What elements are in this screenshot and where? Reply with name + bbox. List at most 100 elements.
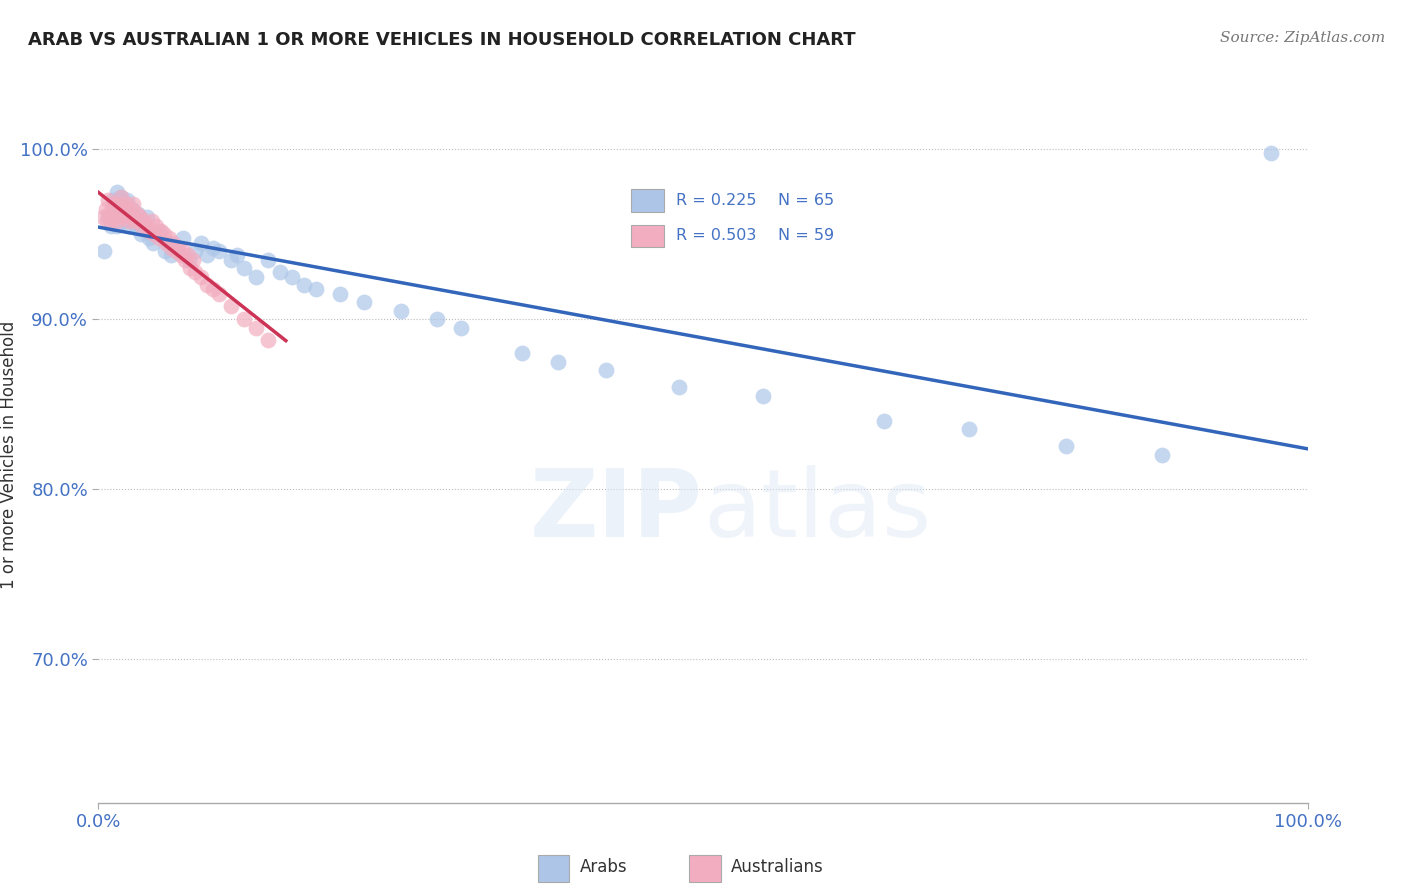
- Point: [107, 202, 129, 216]
- Point: [105, 219, 128, 233]
- Point: [226, 248, 249, 262]
- Point: [195, 248, 218, 262]
- Point: [1260, 145, 1282, 160]
- Point: [179, 261, 201, 276]
- Point: [114, 196, 136, 211]
- Point: [105, 213, 128, 227]
- Point: [124, 211, 146, 225]
- Point: [157, 235, 180, 250]
- Point: [145, 219, 167, 233]
- Text: N = 65: N = 65: [778, 194, 834, 208]
- Point: [108, 194, 131, 208]
- Point: [112, 211, 135, 225]
- Point: [245, 320, 267, 334]
- Point: [148, 230, 170, 244]
- Point: [1054, 439, 1077, 453]
- Point: [245, 269, 267, 284]
- Point: [111, 202, 134, 216]
- Point: [118, 219, 141, 233]
- Point: [128, 211, 150, 225]
- Text: Arabs: Arabs: [581, 858, 627, 877]
- Point: [208, 244, 231, 259]
- Point: [93, 244, 115, 259]
- Point: [120, 202, 142, 216]
- Point: [232, 261, 254, 276]
- Point: [221, 252, 243, 267]
- FancyBboxPatch shape: [631, 225, 665, 247]
- Point: [97, 211, 120, 225]
- Point: [595, 363, 617, 377]
- Point: [125, 219, 148, 233]
- Point: [143, 227, 166, 242]
- Point: [172, 230, 194, 244]
- Point: [108, 211, 131, 225]
- Point: [1152, 448, 1174, 462]
- Point: [131, 219, 153, 233]
- Point: [256, 333, 278, 347]
- Point: [148, 224, 170, 238]
- Text: Source: ZipAtlas.com: Source: ZipAtlas.com: [1219, 31, 1385, 45]
- Point: [124, 213, 146, 227]
- Text: R = 0.503: R = 0.503: [676, 228, 756, 244]
- Point: [165, 244, 187, 259]
- Point: [121, 202, 143, 216]
- Point: [668, 380, 690, 394]
- Point: [232, 312, 254, 326]
- Point: [117, 202, 139, 216]
- Point: [142, 235, 165, 250]
- Point: [103, 196, 125, 211]
- Point: [138, 230, 160, 244]
- Point: [177, 248, 200, 262]
- Point: [141, 213, 163, 227]
- Point: [172, 244, 194, 259]
- Point: [202, 241, 225, 255]
- Point: [281, 269, 304, 284]
- Point: [190, 269, 212, 284]
- Point: [510, 346, 533, 360]
- Point: [873, 414, 896, 428]
- Point: [120, 213, 142, 227]
- Point: [115, 211, 138, 225]
- Point: [184, 265, 207, 279]
- Point: [353, 295, 375, 310]
- Point: [269, 265, 291, 279]
- Point: [157, 230, 180, 244]
- Text: Australians: Australians: [731, 858, 824, 877]
- Y-axis label: 1 or more Vehicles in Household: 1 or more Vehicles in Household: [0, 321, 18, 589]
- Point: [127, 207, 149, 221]
- Point: [127, 207, 149, 221]
- Point: [118, 207, 141, 221]
- Point: [166, 241, 188, 255]
- Point: [121, 211, 143, 225]
- Point: [110, 190, 132, 204]
- Point: [221, 299, 243, 313]
- Point: [181, 252, 204, 267]
- Point: [202, 282, 225, 296]
- Point: [97, 194, 120, 208]
- Point: [91, 211, 114, 225]
- Point: [135, 211, 157, 225]
- Text: atlas: atlas: [703, 465, 931, 557]
- Point: [103, 202, 125, 216]
- Point: [329, 286, 352, 301]
- Point: [167, 241, 190, 255]
- Point: [305, 282, 328, 296]
- Text: N = 59: N = 59: [778, 228, 834, 244]
- Point: [138, 224, 160, 238]
- Point: [98, 207, 121, 221]
- Point: [547, 354, 569, 368]
- Point: [115, 196, 138, 211]
- Point: [174, 252, 197, 267]
- Point: [96, 213, 118, 227]
- Point: [195, 278, 218, 293]
- Point: [104, 207, 127, 221]
- Point: [100, 213, 122, 227]
- Point: [114, 207, 136, 221]
- Point: [145, 227, 167, 242]
- Point: [100, 202, 122, 216]
- Point: [179, 252, 201, 267]
- Point: [122, 196, 145, 211]
- Point: [101, 194, 124, 208]
- Point: [450, 320, 472, 334]
- Point: [94, 202, 117, 216]
